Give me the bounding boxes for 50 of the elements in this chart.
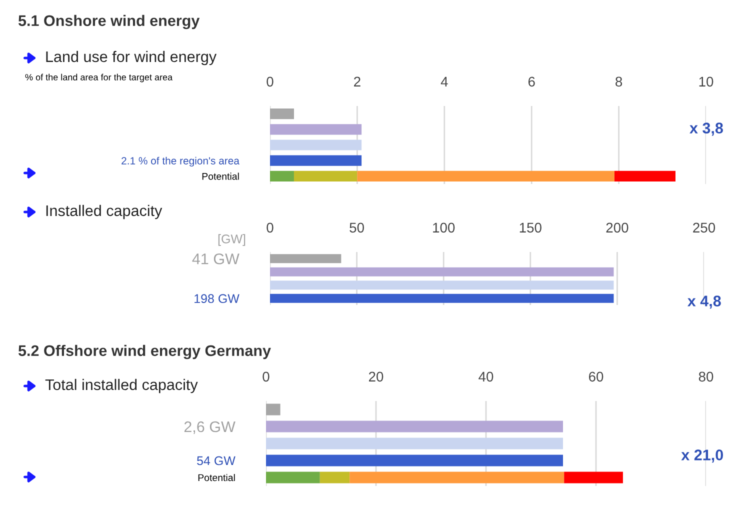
x-tick-label: 40 [478,372,494,382]
annotation: x 4,8 [687,296,721,309]
bar [564,472,623,484]
bar [266,472,320,484]
x-tick-label: 6 [528,76,535,87]
x-tick-label: 80 [698,372,714,382]
x-tick-label: 50 [350,222,364,233]
bar [270,124,362,135]
annotation: x 3,8 [690,122,723,136]
bar [350,472,564,484]
y-tick-label: Potential [202,172,239,180]
bar [294,170,358,182]
y-tick-label: 198 GW [194,294,240,304]
x-tick-label: 250 [693,222,716,233]
y-tick-label: Potential [198,474,235,482]
bar [266,438,563,450]
bar [270,140,362,150]
x-tick-label: 0 [262,372,270,382]
text: Total installed capacity [45,378,198,394]
bar [266,420,563,432]
text: Installed capacity [46,204,162,220]
bar [270,170,294,182]
x-tick-label: 10 [699,76,714,87]
text: Land use for wind energy [46,50,217,66]
bar [266,404,280,416]
x-tick-label: 4 [440,76,448,86]
x-tick-label: 150 [520,222,542,233]
x-axis-title: % of the land area for the target area [25,74,173,82]
x-tick-label: 0 [266,76,274,87]
y-tick-label: 2.1 % of the region's area [122,156,240,167]
bar [320,472,350,484]
annotation: x 21,0 [681,450,723,463]
bar [614,170,676,182]
x-axis-title: [GW] [218,234,246,246]
x-tick-label: 60 [588,372,604,382]
x-tick-label: 100 [433,222,455,233]
x-tick-label: 20 [368,372,384,382]
y-tick-label: 54 GW [197,456,236,466]
x-tick-label: 0 [266,222,274,233]
bar [270,155,362,166]
bar [266,454,563,466]
bar [270,108,294,120]
x-tick-label: 200 [606,222,628,233]
y-tick-label: 41 GW [192,253,240,264]
x-tick-label: 2 [354,76,360,86]
y-tick-label: 2,6 GW [184,421,236,434]
bar [357,170,614,182]
chart-title: 5.2 Offshore wind energy Germany [18,344,271,360]
text: 5.1 Onshore wind energy [18,14,200,30]
x-tick-label: 8 [616,76,622,87]
